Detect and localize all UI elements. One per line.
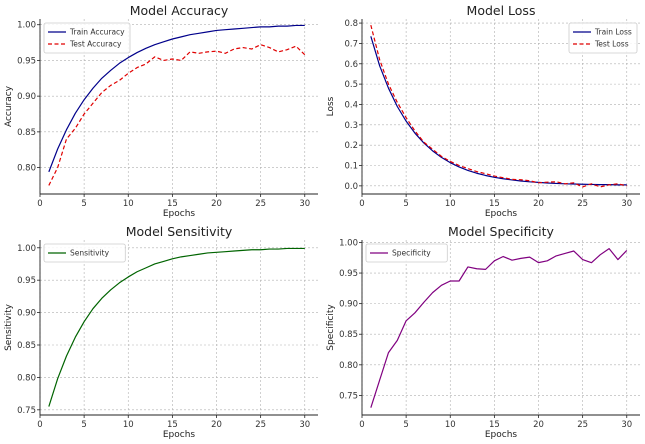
model-accuracy-chart: 0 5 10 15 20 25 30 0.80 0.85 0.90 0.95 1.00 Model Ac… bbox=[4, 3, 318, 219]
model-accuracy-title: Model Accuracy bbox=[130, 3, 229, 18]
x-tick-label: 25 bbox=[255, 199, 266, 209]
legend-box bbox=[365, 243, 448, 263]
x-tick-label: 20 bbox=[533, 199, 544, 209]
model-specificity-chart: 0 5 10 15 20 25 30 0.75 0.80 0.85 0.90 0.95 1.00 Mode… bbox=[326, 224, 640, 440]
x-tick-label: 25 bbox=[255, 420, 266, 430]
y-tick-label: 0.90 bbox=[17, 92, 36, 102]
test-accuracy-line bbox=[48, 44, 306, 186]
x-tick-label: 5 bbox=[403, 199, 408, 209]
x-axis-label: Epochs bbox=[163, 430, 196, 440]
x-tick-label: 15 bbox=[167, 420, 178, 430]
x-tick-label: 15 bbox=[167, 199, 178, 209]
y-tick-label: 0.7 bbox=[344, 39, 358, 49]
x-tick-label: 30 bbox=[299, 199, 310, 209]
sensitivity-line bbox=[48, 247, 305, 407]
x-tick-label: 15 bbox=[489, 199, 500, 209]
legend: Sensitivity bbox=[43, 243, 126, 263]
x-tick-label: 20 bbox=[211, 420, 222, 430]
x-tick-label: 0 bbox=[359, 199, 364, 209]
y-tick-label: 0.3 bbox=[344, 121, 358, 131]
x-tick-label: 5 bbox=[81, 199, 86, 209]
legend-box bbox=[568, 22, 638, 54]
specificity-line bbox=[370, 247, 628, 408]
x-tick-label: 5 bbox=[81, 420, 86, 430]
x-tick-label: 20 bbox=[533, 420, 544, 430]
x-tick-label: 10 bbox=[445, 199, 456, 209]
legend-label: Train Loss bbox=[594, 28, 632, 37]
y-axis-label: Accuracy bbox=[4, 85, 14, 127]
model-loss-chart: 0 5 10 15 20 25 30 0.0 0.1 0.2 0.3 0.4 0.5 0.6 0.7 0.8 M… bbox=[326, 3, 640, 219]
y-axis-label: Loss bbox=[326, 96, 336, 116]
y-tick-label: 1.00 bbox=[339, 238, 358, 248]
legend-label: Sensitivity bbox=[70, 249, 110, 258]
y-tick-label: 0.95 bbox=[17, 276, 36, 286]
legend-label: Test Loss bbox=[594, 40, 629, 49]
x-tick-label: 30 bbox=[621, 199, 632, 209]
y-tick-label: 0.90 bbox=[339, 300, 358, 310]
train-loss-line bbox=[370, 36, 627, 186]
y-tick-label: 0.4 bbox=[344, 100, 358, 110]
y-tick-label: 1.00 bbox=[17, 21, 36, 31]
x-tick-label: 0 bbox=[37, 199, 42, 209]
legend-box bbox=[43, 243, 126, 263]
y-tick-label: 0.6 bbox=[344, 60, 358, 70]
x-tick-label: 25 bbox=[577, 199, 588, 209]
x-axis-label: Epochs bbox=[485, 209, 518, 219]
y-tick-label: 0.80 bbox=[339, 361, 358, 371]
y-tick-label: 0.95 bbox=[339, 269, 358, 279]
legend: Specificity bbox=[365, 243, 448, 263]
y-tick-label: 0.80 bbox=[17, 164, 36, 174]
legend: Train Accuracy Test Accuracy bbox=[43, 22, 131, 54]
x-tick-label: 20 bbox=[211, 199, 222, 209]
y-tick-label: 0.85 bbox=[17, 128, 36, 138]
y-axis-label: Sensitivity bbox=[4, 303, 14, 351]
x-tick-label: 15 bbox=[489, 420, 500, 430]
x-axis-label: Epochs bbox=[163, 209, 196, 219]
y-tick-label: 0.0 bbox=[344, 182, 358, 192]
x-tick-label: 10 bbox=[123, 199, 134, 209]
y-tick-label: 0.85 bbox=[339, 330, 358, 340]
y-tick-label: 0.80 bbox=[17, 373, 36, 383]
x-axis-label: Epochs bbox=[485, 430, 518, 440]
legend-label: Train Accuracy bbox=[69, 28, 125, 37]
test-loss-line bbox=[370, 24, 627, 188]
y-tick-label: 0.75 bbox=[17, 406, 36, 416]
y-tick-label: 0.75 bbox=[339, 391, 358, 401]
legend-label: Specificity bbox=[392, 249, 431, 258]
legend-box bbox=[43, 22, 131, 54]
x-tick-label: 25 bbox=[577, 420, 588, 430]
x-tick-label: 0 bbox=[37, 420, 42, 430]
model-sensitivity-chart: 0 5 10 15 20 25 30 0.75 0.80 0.85 0.90 0.95 1.00 Mode… bbox=[4, 224, 318, 440]
model-specificity-title: Model Specificity bbox=[448, 224, 555, 239]
x-tick-label: 30 bbox=[621, 420, 632, 430]
y-axis-label: Specificity bbox=[326, 304, 336, 351]
y-tick-label: 1.00 bbox=[17, 244, 36, 254]
y-tick-label: 0.8 bbox=[344, 19, 358, 29]
y-tick-label: 0.90 bbox=[17, 309, 36, 319]
legend: Train Loss Test Loss bbox=[568, 22, 638, 54]
model-sensitivity-title: Model Sensitivity bbox=[126, 224, 233, 239]
model-loss-title: Model Loss bbox=[467, 3, 536, 18]
y-tick-label: 0.85 bbox=[17, 341, 36, 351]
train-accuracy-line bbox=[48, 24, 305, 173]
x-tick-label: 30 bbox=[299, 420, 310, 430]
y-tick-label: 0.95 bbox=[17, 56, 36, 66]
y-tick-label: 0.1 bbox=[344, 162, 358, 172]
y-tick-label: 0.2 bbox=[344, 141, 358, 151]
x-tick-label: 10 bbox=[445, 420, 456, 430]
x-tick-label: 5 bbox=[403, 420, 408, 430]
x-tick-label: 0 bbox=[359, 420, 364, 430]
legend-label: Test Accuracy bbox=[69, 40, 122, 49]
y-tick-label: 0.5 bbox=[344, 80, 358, 90]
x-tick-label: 10 bbox=[123, 420, 134, 430]
